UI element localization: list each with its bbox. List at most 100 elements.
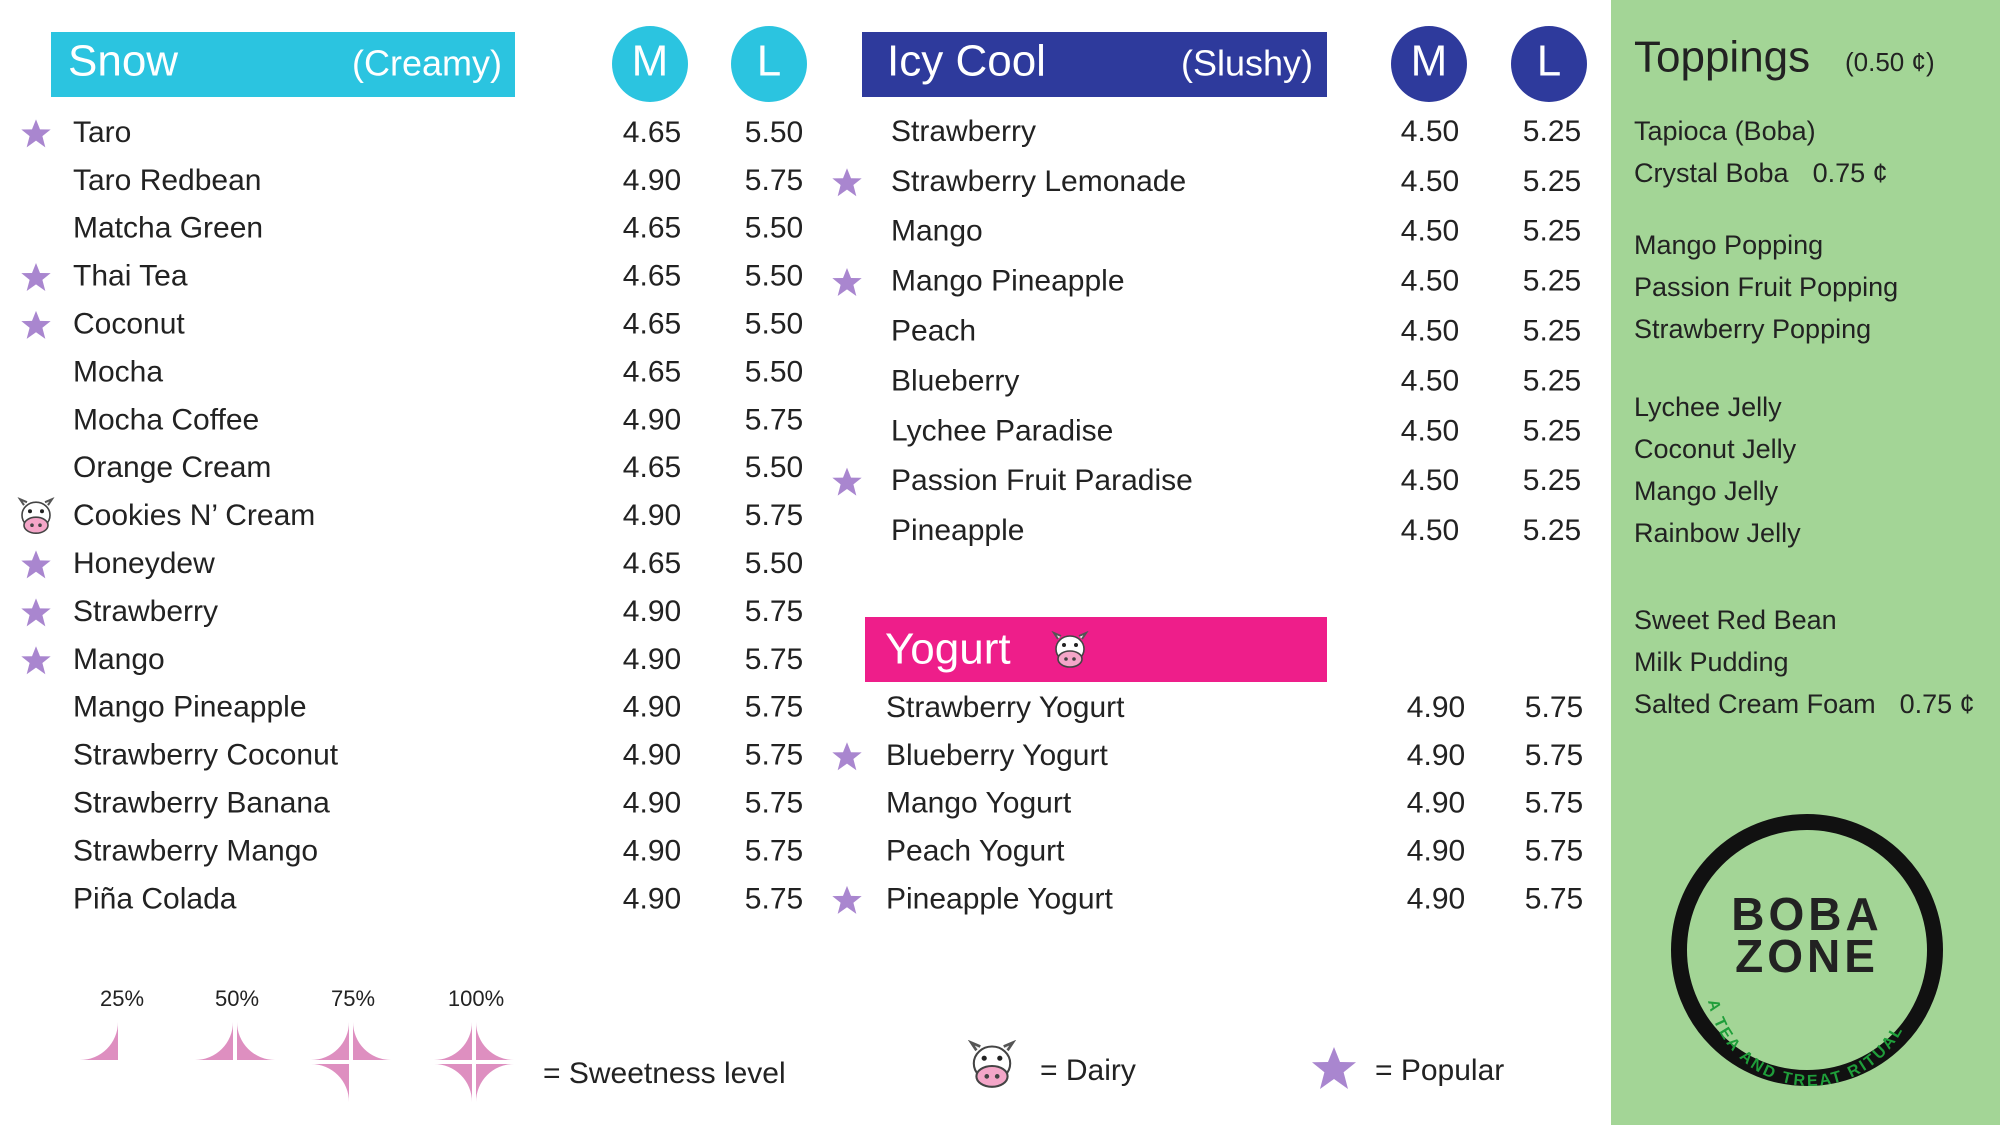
price-large: 5.50 — [745, 260, 803, 293]
snow-header — [51, 32, 515, 97]
item-name: Coconut — [73, 308, 185, 341]
price-large: 5.75 — [745, 403, 803, 436]
item-name: Taro Redbean — [73, 164, 261, 197]
price-medium: 4.90 — [623, 499, 681, 532]
sweetness-quarter — [434, 1022, 472, 1060]
price-large: 5.25 — [1523, 414, 1581, 447]
price-large: 5.75 — [745, 787, 803, 820]
price-large: 5.25 — [1523, 464, 1581, 497]
topping-name: Rainbow Jelly — [1634, 518, 1801, 548]
price-large: 5.75 — [1525, 739, 1583, 772]
item-name: Piña Colada — [73, 882, 237, 915]
sweetness-quarter — [353, 1022, 391, 1060]
item-name: Blueberry — [891, 364, 1019, 397]
price-large: 5.50 — [745, 212, 803, 245]
price-medium: 4.50 — [1401, 514, 1459, 547]
star-icon — [21, 550, 51, 579]
star-icon — [21, 263, 51, 292]
item-name: Strawberry Banana — [73, 787, 330, 820]
star-icon — [832, 742, 862, 771]
price-large: 5.75 — [745, 643, 803, 676]
sweetness-quarter — [476, 1022, 514, 1060]
star-icon — [832, 885, 862, 914]
price-medium: 4.50 — [1401, 364, 1459, 397]
price-medium: 4.65 — [623, 308, 681, 341]
item-name: Mango Yogurt — [886, 787, 1072, 820]
item-name: Thai Tea — [73, 260, 188, 293]
item-name: Mango Pineapple — [73, 691, 307, 724]
price-large: 5.75 — [745, 834, 803, 867]
item-name: Passion Fruit Paradise — [891, 464, 1193, 497]
price-large: 5.50 — [745, 451, 803, 484]
price-large: 5.75 — [1525, 787, 1583, 820]
price-large: 5.25 — [1523, 215, 1581, 248]
size-badge — [1391, 26, 1467, 102]
size-badge — [1511, 26, 1587, 102]
price-medium: 4.90 — [623, 595, 681, 628]
price-medium: 4.90 — [1407, 739, 1465, 772]
item-name: Matcha Green — [73, 212, 263, 245]
price-large: 5.25 — [1523, 165, 1581, 198]
yogurt-header — [865, 617, 1327, 682]
price-large: 5.75 — [1525, 835, 1583, 868]
price-medium: 4.65 — [623, 451, 681, 484]
price-large: 5.75 — [745, 739, 803, 772]
price-medium: 4.65 — [623, 116, 681, 149]
section-subtitle: (Slushy) — [1181, 43, 1313, 84]
price-medium: 4.90 — [1407, 835, 1465, 868]
item-name: Cookies N’ Cream — [73, 499, 315, 532]
price-medium: 4.50 — [1401, 115, 1459, 148]
price-large: 5.75 — [745, 164, 803, 197]
section-title: Icy Cool — [887, 37, 1046, 86]
price-large: 5.75 — [745, 595, 803, 628]
logo-ring — [1671, 814, 1943, 1086]
item-name: Taro — [73, 116, 131, 149]
price-medium: 4.90 — [1407, 883, 1465, 916]
item-name: Peach — [891, 315, 976, 348]
price-large: 5.75 — [745, 499, 803, 532]
price-medium: 4.90 — [623, 403, 681, 436]
price-large: 5.25 — [1523, 115, 1581, 148]
item-name: Strawberry Yogurt — [886, 691, 1125, 724]
price-medium: 4.90 — [623, 787, 681, 820]
price-large: 5.75 — [745, 691, 803, 724]
legend-popular: = Popular — [1375, 1054, 1504, 1087]
toppings-price: (0.50 ¢) — [1845, 47, 1935, 77]
sweetness-label: 25% — [100, 986, 144, 1011]
price-medium: 4.90 — [623, 691, 681, 724]
topping-price: 0.75 ¢ — [1900, 689, 1975, 719]
item-name: Mocha Coffee — [73, 403, 259, 436]
logo-line1: BOBA — [1731, 888, 1882, 940]
price-large: 5.50 — [745, 547, 803, 580]
price-medium: 4.90 — [1407, 691, 1465, 724]
item-name: Pineapple Yogurt — [886, 883, 1114, 916]
item-name: Mocha — [73, 355, 163, 388]
toppings-title: Toppings — [1634, 33, 1810, 82]
price-medium: 4.50 — [1401, 215, 1459, 248]
dairy-icon — [19, 498, 53, 535]
item-name: Orange Cream — [73, 451, 271, 484]
star-icon — [21, 310, 51, 339]
item-name: Strawberry Mango — [73, 834, 318, 867]
star-icon — [1312, 1047, 1356, 1089]
price-medium: 4.65 — [623, 260, 681, 293]
item-name: Strawberry Lemonade — [891, 165, 1186, 198]
sweetness-quarter — [434, 1064, 472, 1102]
section-title: Snow — [68, 37, 178, 86]
section-title: Yogurt — [885, 625, 1011, 674]
price-medium: 4.90 — [1407, 787, 1465, 820]
star-icon — [832, 268, 862, 297]
price-large: 5.50 — [745, 355, 803, 388]
topping-name: Mango Popping — [1634, 230, 1823, 260]
size-label: M — [632, 37, 669, 86]
item-name: Strawberry — [891, 115, 1036, 148]
dairy-icon — [969, 1041, 1015, 1089]
sweetness-quarter — [237, 1022, 275, 1060]
size-label: M — [1411, 37, 1448, 86]
topping-name: Salted Cream Foam — [1634, 689, 1876, 719]
price-medium: 4.50 — [1401, 464, 1459, 497]
topping-name: Sweet Red Bean — [1634, 605, 1837, 635]
item-name: Lychee Paradise — [891, 414, 1113, 447]
star-icon — [21, 119, 51, 148]
topping-name: Strawberry Popping — [1634, 314, 1871, 344]
